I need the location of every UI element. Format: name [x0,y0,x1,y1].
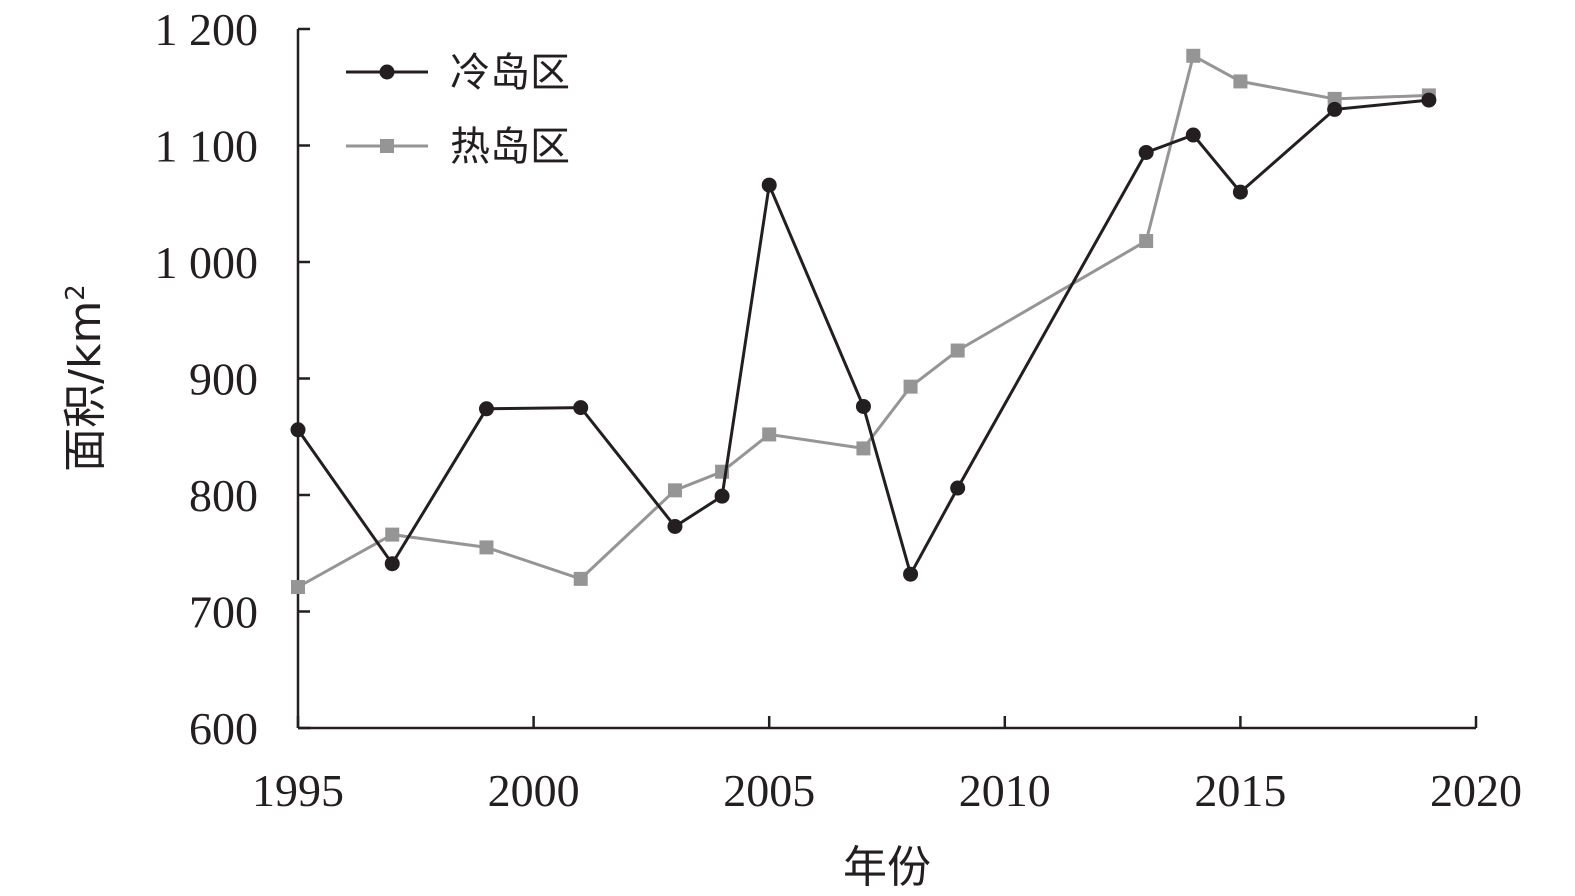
data-point-cold-island [1232,184,1248,200]
series-heat-island [291,48,1436,595]
y-axis-title-superscript: 2 [61,284,91,301]
y-tick-label: 1 200 [155,4,259,55]
x-tick-label: 2005 [723,765,815,816]
y-tick-label: 1 000 [155,237,259,288]
data-point-cold-island [1138,144,1154,160]
x-axis-title: 年份 [843,842,931,893]
y-tick-label: 900 [189,354,258,405]
data-point-cold-island [384,556,400,572]
data-point-cold-island [1185,127,1201,143]
legend-marker-cold-island [379,64,395,80]
y-axis-title: 面积/km2 [60,284,111,472]
x-tick-label: 2020 [1430,765,1522,816]
series-line-cold-island [296,98,1430,579]
x-tick-label: 2000 [488,765,580,816]
data-point-cold-island [290,422,306,438]
data-point-cold-island [1421,92,1437,108]
data-point-cold-island [1327,101,1343,117]
legend-label-heat-island: 热岛区 [450,124,570,170]
legend-label-cold-island: 冷岛区 [450,50,570,96]
legend-marker-heat-island [380,139,394,153]
data-point-heat-island [479,540,494,555]
y-tick-label: 1 100 [155,121,259,172]
y-tick-label: 700 [189,587,258,638]
x-tick-label: 1995 [252,765,344,816]
data-point-cold-island [573,400,589,416]
data-point-heat-island [667,483,682,498]
y-tick-label: 800 [189,470,258,521]
data-point-cold-island [667,518,683,534]
data-point-heat-island [1186,48,1201,63]
series-layer [290,48,1437,595]
y-tick-label: 600 [189,703,258,754]
data-point-heat-island [385,527,400,542]
data-point-cold-island [478,401,494,417]
data-point-cold-island [855,398,871,414]
data-point-heat-island [1233,74,1248,89]
data-point-cold-island [761,177,777,193]
x-axis-ticks: 1995 2000 2005 2010 2015 2020 [252,716,1522,816]
x-tick-label: 2015 [1194,765,1286,816]
data-point-cold-island [714,488,730,504]
data-point-heat-island [950,343,965,358]
y-axis-title-text: 面积/km [60,301,111,472]
series-cold-island [290,92,1437,582]
data-point-heat-island [903,379,918,394]
data-point-heat-island [1139,234,1154,249]
data-point-cold-island [903,566,919,582]
data-point-heat-island [573,571,588,586]
data-point-heat-island [856,441,871,456]
data-point-cold-island [950,480,966,496]
data-point-heat-island [1327,91,1342,106]
x-tick-label: 2010 [959,765,1051,816]
data-point-heat-island [762,427,777,442]
y-axis-ticks: 600 700 800 900 1 000 1 100 1 200 [155,4,310,754]
data-point-heat-island [291,580,305,595]
